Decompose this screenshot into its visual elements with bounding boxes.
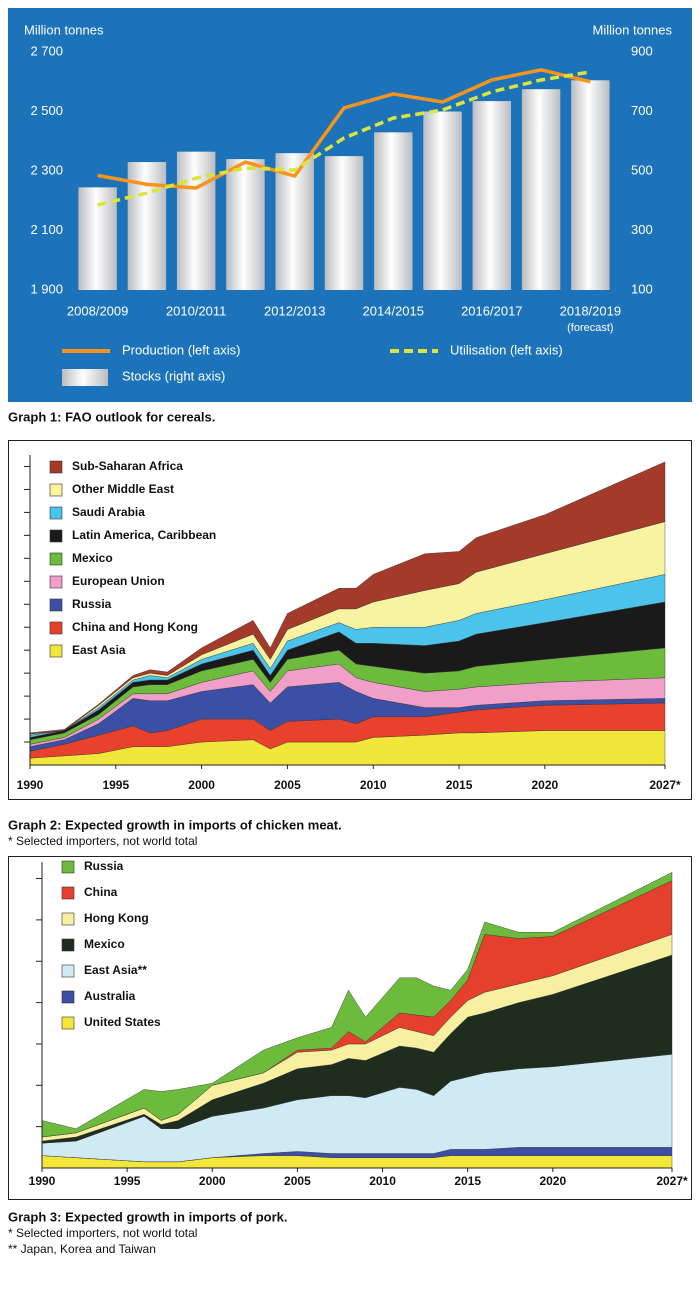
legend-label: European Union xyxy=(72,574,165,588)
legend-label: Mexico xyxy=(84,937,125,951)
x-tick-label: 2015 xyxy=(454,1174,481,1188)
legend-swatch xyxy=(49,529,63,543)
x-tick-label: 2008/2009 xyxy=(67,303,128,318)
x-tick-label: 2016/2017 xyxy=(461,303,522,318)
legend-swatch xyxy=(61,938,75,952)
x-tick-label: 2010 xyxy=(369,1174,396,1188)
legend-swatch xyxy=(61,964,75,978)
legend-swatch xyxy=(61,860,75,874)
bar xyxy=(374,132,413,290)
x-tick-label: 2015 xyxy=(446,778,473,792)
legend-label: Utilisation (left axis) xyxy=(450,342,563,357)
x-tick-label: 2018/2019 xyxy=(560,303,621,318)
y-tick-label: 2 100 xyxy=(30,222,63,237)
x-tick-label: 1995 xyxy=(102,778,129,792)
y2-tick-label: 300 xyxy=(631,222,653,237)
legend-label: Latin America, Caribbean xyxy=(72,528,216,542)
legend-swatch xyxy=(61,886,75,900)
legend-label: Russia xyxy=(72,597,112,611)
legend-swatch xyxy=(49,483,63,497)
x-tick-label: 2012/2013 xyxy=(264,303,325,318)
x-tick-label: 2014/2015 xyxy=(363,303,424,318)
legend-label: East Asia xyxy=(72,643,126,657)
y2-axis-label: Million tonnes xyxy=(593,22,673,37)
legend-label: Sub-Saharan Africa xyxy=(72,459,183,473)
legend-label: Hong Kong xyxy=(84,911,149,925)
legend-swatch xyxy=(61,990,75,1004)
legend-label: China xyxy=(84,885,118,899)
bar xyxy=(78,187,117,290)
x-tick-label: 2005 xyxy=(274,778,301,792)
note: * Selected importers, not world total xyxy=(8,1226,197,1240)
bar xyxy=(571,80,610,290)
legend-label: East Asia** xyxy=(84,963,147,977)
legend-swatch xyxy=(61,912,75,926)
legend-swatch xyxy=(49,460,63,474)
x-tick-label: 2000 xyxy=(199,1174,226,1188)
legend-label: Production (left axis) xyxy=(122,342,241,357)
legend-swatch xyxy=(49,506,63,520)
legend-swatch xyxy=(49,552,63,566)
x-tick-label: 2005 xyxy=(284,1174,311,1188)
x-tick-label: 1990 xyxy=(29,1174,56,1188)
x-tick-label: 1990 xyxy=(17,778,44,792)
y-tick-label: 1 900 xyxy=(30,281,63,296)
bar xyxy=(176,151,216,290)
area xyxy=(29,461,666,735)
y2-tick-label: 900 xyxy=(631,43,653,58)
bar xyxy=(226,159,265,290)
caption: Graph 3: Expected growth in imports of p… xyxy=(8,1209,288,1224)
note: ** Japan, Korea and Taiwan xyxy=(8,1242,156,1256)
y-tick-label: 2 700 xyxy=(30,43,63,58)
legend-swatch xyxy=(49,644,63,658)
y2-tick-label: 500 xyxy=(631,162,653,177)
x-tick-label: 1995 xyxy=(114,1174,141,1188)
legend-swatch xyxy=(49,575,63,589)
legend-label: China and Hong Kong xyxy=(72,620,198,634)
bar xyxy=(324,156,364,290)
legend-swatch xyxy=(62,369,108,386)
note: * Selected importers, not world total xyxy=(8,834,197,848)
bar xyxy=(472,101,512,291)
x-tick-label: 2020 xyxy=(539,1174,566,1188)
y-tick-label: 2 300 xyxy=(30,162,63,177)
legend-label: United States xyxy=(84,1015,161,1029)
legend-swatch xyxy=(49,598,63,612)
area xyxy=(41,872,673,1138)
x-tick-label: 2027* xyxy=(656,1174,688,1188)
legend-label: Russia xyxy=(84,859,124,873)
y2-tick-label: 100 xyxy=(631,281,653,296)
x-tick-label: 2000 xyxy=(188,778,215,792)
x-tick-label: 2027* xyxy=(649,778,681,792)
x-tick-label: 2010 xyxy=(360,778,387,792)
y2-tick-label: 700 xyxy=(631,103,653,118)
annotation: (forecast) xyxy=(567,322,613,334)
legend-label: Mexico xyxy=(72,551,113,565)
y-axis-label: Million tonnes xyxy=(24,22,104,37)
y-tick-label: 2 500 xyxy=(30,103,63,118)
caption: Graph 2: Expected growth in imports of c… xyxy=(8,817,342,832)
legend-label: Other Middle East xyxy=(72,482,174,496)
legend-label: Australia xyxy=(84,989,136,1003)
line xyxy=(97,70,591,207)
line xyxy=(97,68,591,190)
legend-swatch xyxy=(61,1016,75,1030)
x-tick-label: 2020 xyxy=(532,778,559,792)
bar xyxy=(423,111,462,290)
legend-label: Stocks (right axis) xyxy=(122,368,225,383)
x-tick-label: 2010/2011 xyxy=(166,303,227,318)
legend-swatch xyxy=(49,621,63,635)
bar xyxy=(521,89,561,290)
caption: Graph 1: FAO outlook for cereals. xyxy=(8,409,215,424)
legend-label: Saudi Arabia xyxy=(72,505,145,519)
